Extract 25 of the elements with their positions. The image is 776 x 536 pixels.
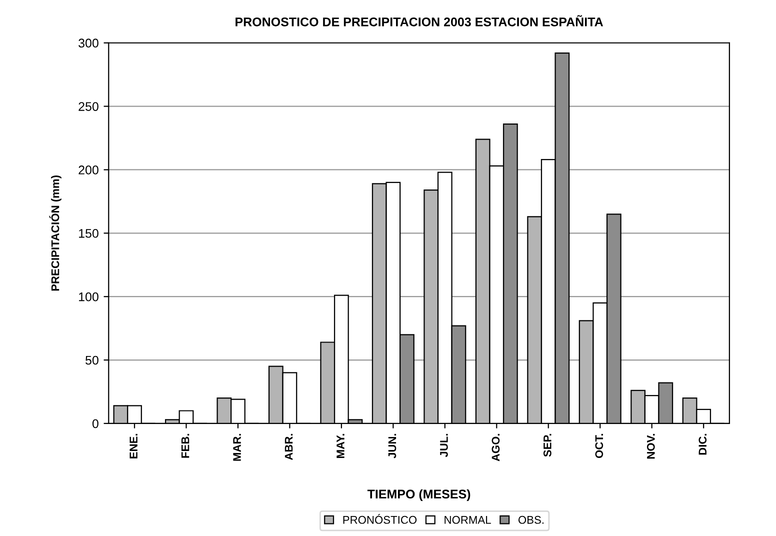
- x-tick-label: ABR.: [284, 434, 293, 460]
- x-tick-label: SEP.: [543, 434, 552, 457]
- y-tick-label: 100: [79, 292, 98, 302]
- legend-label: NORMAL: [444, 516, 491, 524]
- x-tick-label: JUN.: [388, 434, 396, 458]
- y-tick-label: 300: [78, 38, 98, 48]
- chart-title: PRONOSTICO DE PRECIPITACION 2003 ESTACION ESPAÑITA: [236, 15, 604, 26]
- x-axis-title: TIEMPO (MESES): [367, 489, 470, 501]
- x-tick-label: MAY.: [336, 434, 344, 458]
- x-tick-label: NOV.: [646, 434, 655, 459]
- y-axis-title: PRECIPITACIÓN (mm): [49, 175, 62, 291]
- legend-label: OBS.: [518, 516, 544, 524]
- y-tick-label: 200: [78, 166, 98, 174]
- y-tick-label: 50: [86, 356, 98, 365]
- x-tick-label: DIC.: [698, 434, 707, 455]
- legend-label: PRONÓSTICO: [343, 514, 417, 524]
- y-tick-label: 150: [79, 228, 98, 238]
- x-tick-label: MAR.: [233, 434, 241, 461]
- x-tick-label: JUL.: [440, 434, 448, 458]
- x-tick-label: OCT.: [595, 434, 604, 458]
- x-tick-label: FEB.: [181, 434, 190, 458]
- x-tick-label: ENE.: [130, 434, 138, 458]
- x-tick-label: AGO.: [492, 434, 500, 462]
- y-tick-label: 0: [92, 419, 98, 428]
- y-tick-label: 250: [78, 102, 98, 111]
